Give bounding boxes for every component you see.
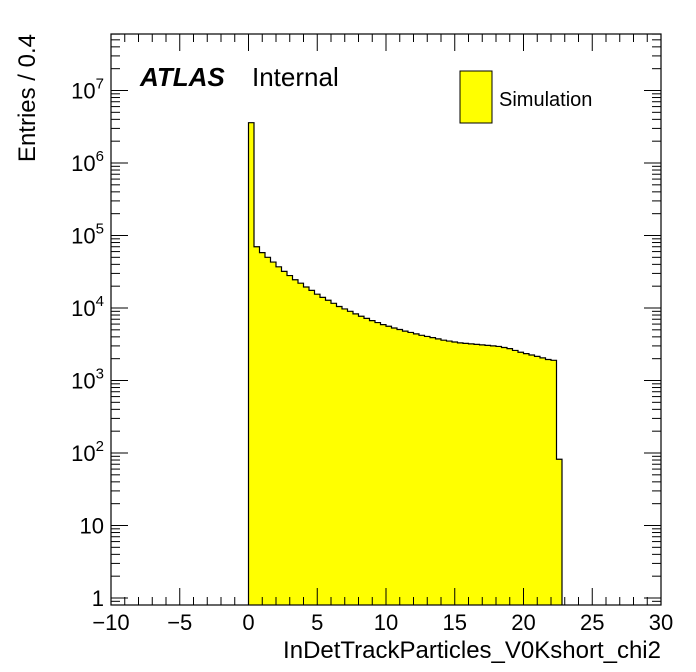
histogram-bar (331, 303, 337, 605)
histogram-outline (247, 122, 563, 605)
x-tick-label: 15 (443, 610, 467, 635)
histogram-bar (534, 356, 541, 605)
histogram-bar (276, 266, 282, 605)
histogram-bar (386, 326, 392, 605)
y-axis-title: Entries / 0.4 (14, 34, 41, 162)
histogram-bar (259, 252, 266, 605)
histogram-bar (347, 311, 354, 605)
histogram-bar (430, 337, 436, 605)
histogram-bar (512, 350, 519, 605)
y-tick-label: 105 (71, 221, 104, 249)
legend: Simulation (459, 70, 592, 124)
histogram-bar (496, 346, 502, 605)
histogram-bar (468, 343, 475, 605)
histogram-bar (397, 329, 403, 605)
x-tick-label: 25 (580, 610, 604, 635)
histogram-bar (556, 459, 563, 605)
histogram-bar (353, 313, 359, 605)
histogram-bar (402, 331, 409, 605)
x-tick-label: −10 (92, 610, 129, 635)
histogram-bar (254, 246, 260, 605)
y-tick-label: 104 (71, 293, 104, 321)
histogram-bar (413, 333, 420, 605)
y-tick-label: 106 (71, 148, 104, 176)
histogram-bar (265, 257, 271, 605)
histogram-bar (391, 327, 398, 605)
histogram-bar (424, 336, 431, 605)
histogram-bar (287, 275, 293, 605)
x-tick-label: −5 (167, 610, 192, 635)
histogram-bar (474, 344, 480, 605)
histogram-bar (540, 357, 546, 605)
histogram-bar (248, 122, 255, 606)
x-tick-label: 10 (374, 610, 398, 635)
y-tick-label: 1 (92, 586, 104, 611)
x-axis-title: InDetTrackParticles_V0Kshort_chi2 (283, 637, 661, 664)
histogram-bar (320, 297, 326, 605)
histogram-bar (485, 345, 491, 605)
histogram-bar (358, 316, 365, 605)
x-tick-label: 20 (511, 610, 535, 635)
y-tick-label: 103 (71, 366, 104, 394)
histogram-bar (281, 271, 288, 605)
histogram-bar (375, 322, 381, 605)
legend-label-simulation: Simulation (499, 89, 592, 111)
histogram-bar (463, 343, 469, 605)
axis-ticks (110, 33, 662, 605)
y-tick-labels: 1 10 102 103 104 105 106 107 (71, 76, 104, 612)
histogram-bar (380, 324, 387, 605)
histogram-bar (309, 290, 315, 605)
histogram-bar (457, 342, 464, 605)
histogram-bar (518, 352, 524, 605)
histogram-bar (523, 353, 530, 605)
y-tick-label: 102 (71, 438, 104, 466)
x-tick-labels: −10 −5 0 5 10 15 20 25 30 (92, 610, 673, 635)
histogram-bar (270, 262, 277, 605)
histogram-bar (501, 347, 508, 605)
histogram-bar (369, 320, 376, 605)
histogram-bar (446, 341, 453, 605)
y-tick-label: 107 (71, 76, 104, 104)
histogram-bar (314, 294, 321, 605)
plot-frame (110, 33, 662, 606)
histogram-bar (490, 345, 497, 605)
histogram-bar (364, 318, 370, 605)
histogram-bar (336, 306, 343, 605)
x-tick-label: 5 (311, 610, 323, 635)
legend-swatch-simulation (459, 70, 493, 124)
atlas-label: ATLAS (139, 62, 225, 92)
histogram-bar (303, 286, 310, 605)
histogram-bar (452, 341, 458, 605)
histogram-bar (435, 338, 442, 605)
histogram-bar (408, 332, 414, 605)
x-tick-label: 0 (242, 610, 254, 635)
y-tick-label: 10 (80, 514, 104, 539)
histogram-bar (325, 300, 332, 605)
histogram-bar (529, 354, 535, 605)
histogram-bar (545, 359, 552, 605)
histogram-bars (248, 122, 563, 606)
histogram-bar (342, 308, 348, 605)
histogram-bar (292, 279, 299, 605)
histogram-bar (441, 340, 447, 605)
histogram-bar (419, 335, 425, 605)
internal-label: Internal (252, 62, 339, 92)
histogram-bar (551, 360, 557, 605)
histogram-bar (507, 348, 513, 605)
histogram-bar (298, 283, 304, 605)
histogram-bar (479, 344, 486, 605)
x-tick-label: 30 (649, 610, 673, 635)
